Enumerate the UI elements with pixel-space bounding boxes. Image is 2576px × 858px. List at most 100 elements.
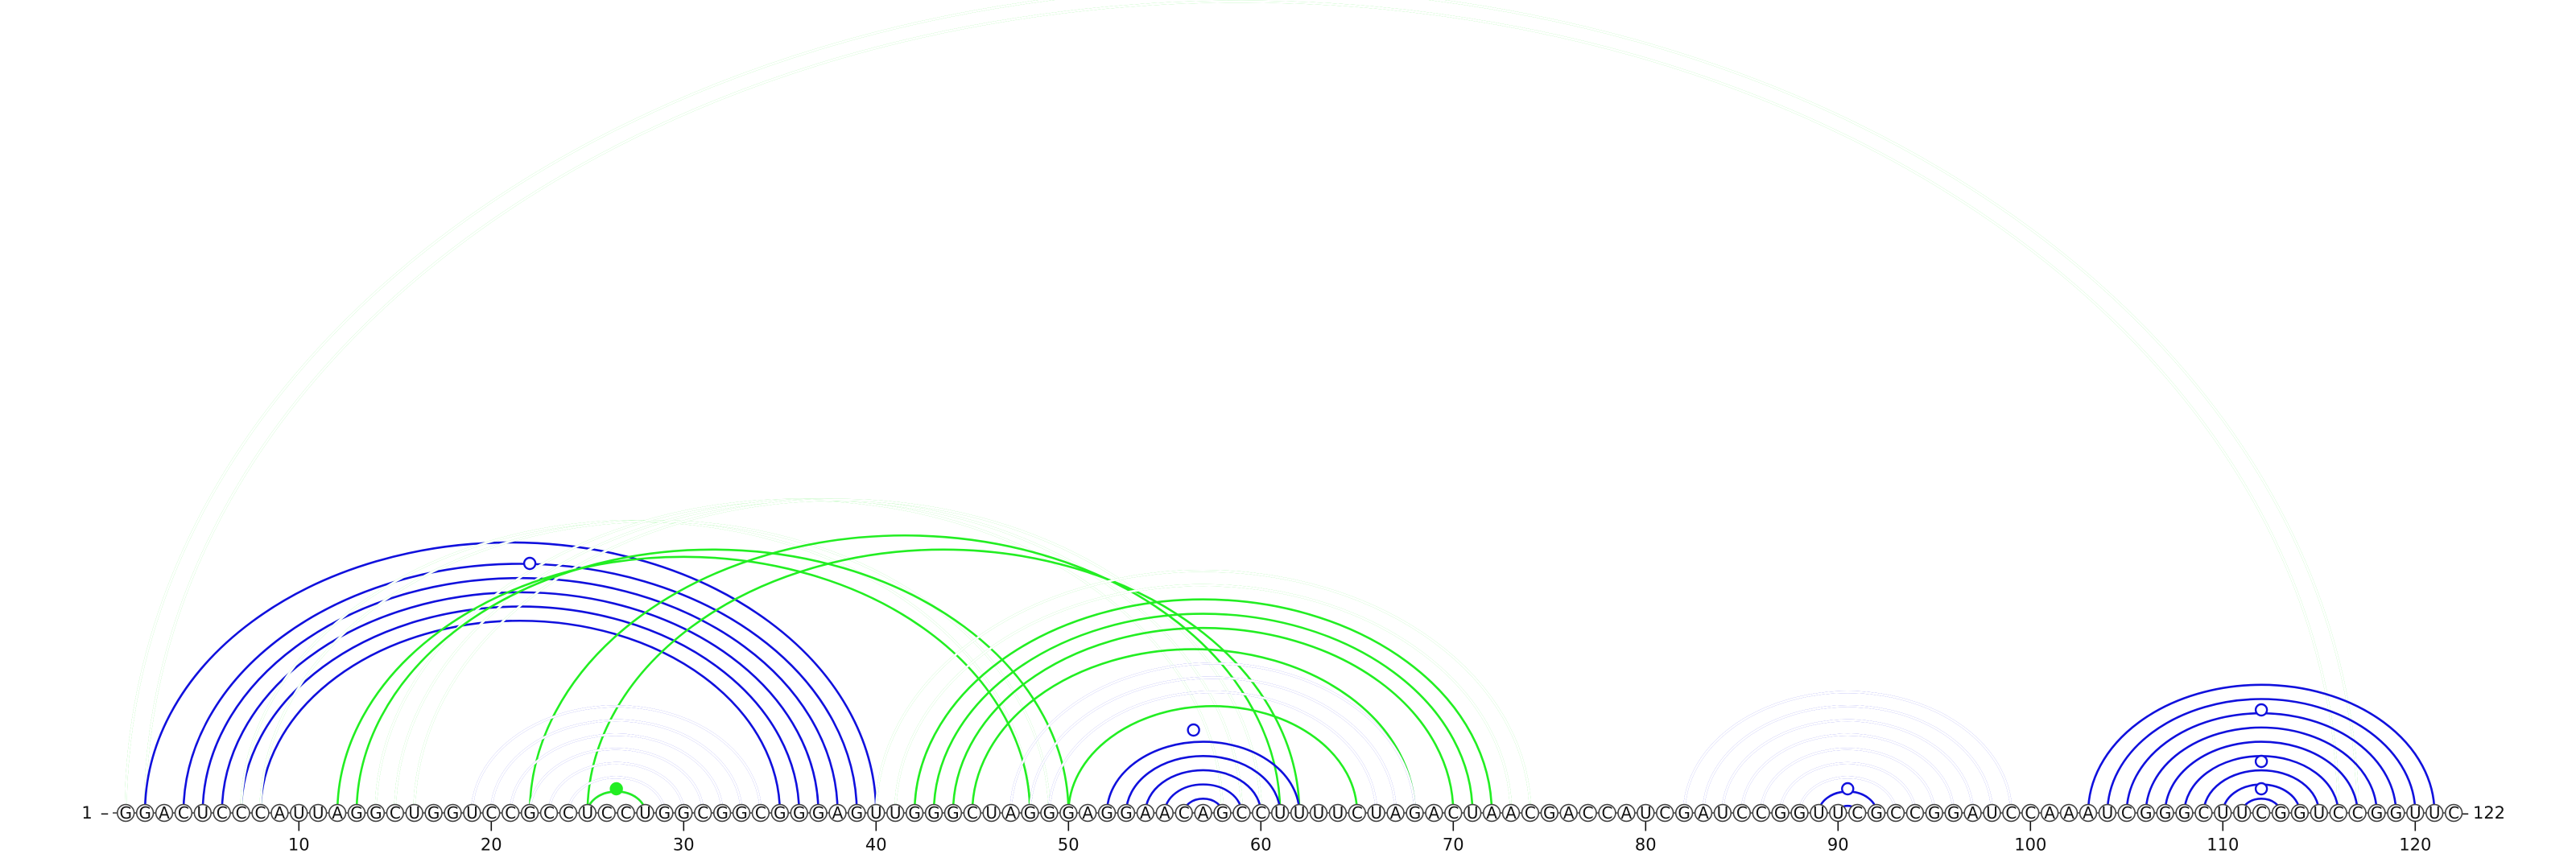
nucleotide: U <box>2214 803 2232 823</box>
position-tick-label: 20 <box>481 835 502 854</box>
base-pair-arc <box>2145 726 2378 814</box>
position-tick-label: 30 <box>673 835 695 854</box>
position-tick-label: 100 <box>2014 835 2046 854</box>
nucleotide: C <box>2117 803 2136 823</box>
nucleotide: C <box>1579 803 1597 823</box>
base-pair-arc <box>2106 698 2417 814</box>
nucleotide-letter: C <box>601 803 613 823</box>
nucleotide: G <box>520 803 539 823</box>
nucleotide-letter: U <box>870 803 882 823</box>
nucleotide-circle <box>790 803 808 823</box>
nucleotide-letter: G <box>2178 803 2191 823</box>
nucleotide-letter: G <box>1043 803 1056 823</box>
nucleotide-letter: A <box>2044 803 2055 823</box>
nucleotide-circle <box>463 803 481 823</box>
nucleotide-letter: C <box>255 803 266 823</box>
nucleotide-letter: A <box>832 803 844 823</box>
nucleotide-letter: G <box>851 803 864 823</box>
markers-layer <box>522 556 2268 796</box>
nucleotide-circle <box>2387 803 2405 823</box>
nucleotide: A <box>1136 803 1155 823</box>
nucleotide-circle <box>1463 803 1482 823</box>
nucleotide-circle <box>2444 803 2463 823</box>
nucleotide-circle <box>1771 803 1790 823</box>
nucleotide-circle <box>636 803 654 823</box>
nucleotide-letter: A <box>1390 803 1402 823</box>
nucleotide-letter: C <box>217 803 228 823</box>
nucleotide: U <box>886 803 905 823</box>
nucleotide: U <box>193 803 213 823</box>
nucleotide-circle <box>347 803 366 823</box>
nucleotide-circle <box>1559 803 1578 823</box>
nucleotide-circle <box>386 803 404 823</box>
nucleotide: G <box>1944 803 1963 823</box>
nucleotide: C <box>2329 803 2347 823</box>
nucleotide: A <box>1078 803 1097 823</box>
nucleotide: G <box>135 803 155 823</box>
nucleotide-letter: G <box>2140 803 2153 823</box>
base-pair-arc <box>509 733 724 814</box>
base-pair-arc <box>1067 705 1359 814</box>
nucleotide-circle <box>1136 803 1155 823</box>
base-pair-arc-gap <box>1760 748 1936 814</box>
nucleotide-letter: U <box>2409 803 2421 823</box>
nucleotide-circle <box>1790 803 1809 823</box>
nucleotide-circle <box>405 803 423 823</box>
nucleotide: A <box>1001 803 1020 823</box>
nucleotide-circle <box>751 803 770 823</box>
base-pair-arc-gap <box>1009 662 1416 814</box>
nucleotide-circle <box>1194 803 1212 823</box>
loop-marker <box>609 782 623 796</box>
nucleotide-letter: U <box>293 803 305 823</box>
nucleotide: C <box>559 803 578 823</box>
nucleotide-circle <box>1501 803 1521 823</box>
base-pair-arc <box>1760 748 1936 814</box>
nucleotide-letter: U <box>2217 803 2229 823</box>
nucleotide-circle <box>1925 803 1944 823</box>
nucleotide: A <box>1155 803 1174 823</box>
nucleotide-circle <box>2079 803 2098 823</box>
nucleotide-circle <box>501 803 520 823</box>
nucleotide: U <box>1367 803 1385 823</box>
nucleotide-letter: C <box>967 803 978 823</box>
nucleotide: C <box>2194 803 2213 823</box>
arcs-layer <box>124 0 2436 814</box>
nucleotide-letter: A <box>1505 803 1517 823</box>
base-pair-arc-gap <box>547 761 685 814</box>
nucleotide-letter: U <box>1640 803 1652 823</box>
nucleotide-circle <box>1694 803 1713 823</box>
nucleotide-circle <box>867 803 886 823</box>
base-pair-arc <box>1740 733 1955 814</box>
nucleotide-circle <box>1521 803 1540 823</box>
nucleotide-circle <box>770 803 789 823</box>
nucleotide-letter: G <box>369 803 382 823</box>
nucleotide: A <box>328 803 347 823</box>
nucleotide: C <box>251 803 270 823</box>
nucleotide-circle <box>1617 803 1636 823</box>
nucleotide-circle <box>943 803 963 823</box>
nucleotide-circle <box>1713 803 1732 823</box>
nucleotide: G <box>790 803 808 823</box>
nucleotide: G <box>2156 803 2174 823</box>
nucleotide: G <box>905 803 924 823</box>
nucleotide-letter: C <box>1736 803 1748 823</box>
nucleotide-letter: G <box>1024 803 1037 823</box>
nucleotide-circle <box>1983 803 2001 823</box>
base-pair-arc-gap <box>1779 761 1917 814</box>
nucleotide-letter: C <box>2121 803 2132 823</box>
nucleotide-letter: G <box>1947 803 1960 823</box>
nucleotide-circle <box>1425 803 1443 823</box>
loop-marker <box>2254 754 2268 769</box>
base-pair-arc-gap <box>528 748 704 814</box>
nucleotide: U <box>309 803 328 823</box>
nucleotide-circle <box>2425 803 2444 823</box>
nucleotide: C <box>1905 803 1925 823</box>
position-tick-label: 90 <box>1827 835 1849 854</box>
nucleotide-circle <box>1001 803 1020 823</box>
nucleotide: G <box>2271 803 2290 823</box>
nucleotide-circle <box>1963 803 1982 823</box>
nucleotide-letter: U <box>985 803 997 823</box>
nucleotide-circle <box>1078 803 1097 823</box>
end-position-label: 122 <box>2473 803 2505 823</box>
nucleotide-circle <box>251 803 270 823</box>
